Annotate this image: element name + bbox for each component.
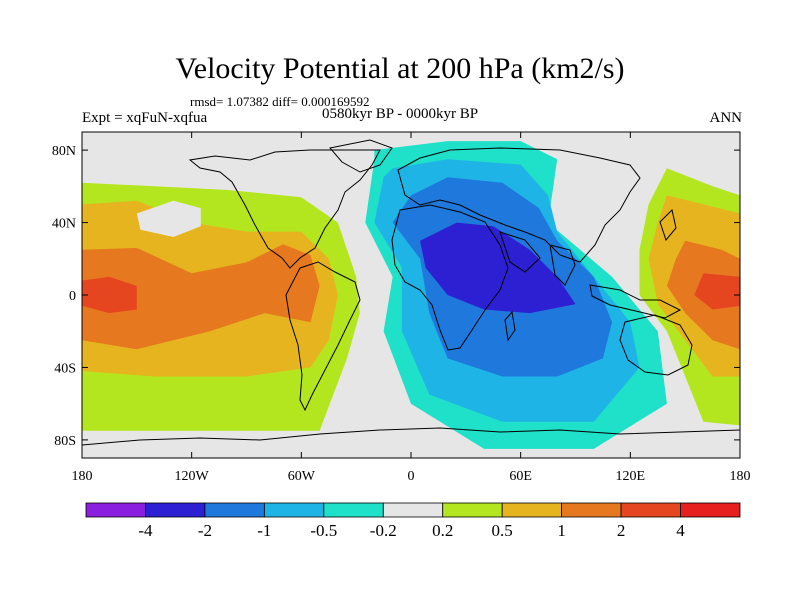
region-africa-band--2	[420, 222, 576, 314]
colorbar-label: -0.2	[370, 521, 397, 540]
region-west-pacific-band-4	[694, 273, 740, 310]
colorbar-swatch	[382, 502, 444, 518]
colorbar-label: 0.2	[432, 521, 453, 540]
region-pacific-band-4	[82, 276, 137, 314]
lon-tick-label: 180	[72, 469, 93, 484]
colorbar-swatch	[442, 502, 503, 518]
lat-tick-label: 40S	[54, 361, 76, 376]
lon-tick-label: 0	[408, 469, 415, 484]
period-label: 0580kyr BP - 0000kyr BP	[322, 106, 479, 122]
region-pacific-band-2	[82, 244, 320, 350]
colorbar-swatch	[620, 502, 681, 518]
lon-tick-label: 120E	[616, 469, 646, 484]
lon-tick-label: 60W	[288, 469, 316, 484]
colorbar-label: 1	[557, 521, 566, 540]
lon-tick-label: 180	[730, 469, 751, 484]
colorbar-swatch	[561, 502, 622, 518]
stats-line: rmsd= 1.07382 diff= 0.000169592	[190, 94, 370, 109]
colorbar-swatch	[145, 502, 206, 518]
colorbar-label: 0.5	[492, 521, 513, 540]
lat-tick-label: 80S	[54, 434, 76, 449]
colorbar-swatch	[263, 502, 325, 518]
region-north-pacific-hole	[136, 200, 201, 237]
page-title: Velocity Potential at 200 hPa (km2/s)	[175, 52, 625, 85]
colorbar-swatch	[680, 502, 741, 518]
lat-tick-label: 0	[69, 289, 76, 304]
colorbar-label: -1	[257, 521, 271, 540]
colorbar-label: 2	[617, 521, 626, 540]
season-label: ANN	[709, 110, 743, 126]
colorbar-label: -2	[198, 521, 212, 540]
lon-tick-label: 120W	[175, 469, 210, 484]
lat-tick-label: 40N	[52, 217, 76, 232]
colorbar-swatch	[204, 502, 265, 518]
colorbar-swatch	[323, 502, 384, 518]
colorbar-label: 4	[676, 521, 685, 540]
lat-tick-label: 80N	[52, 144, 76, 159]
experiment-label: Expt = xqFuN-xqfua	[82, 110, 208, 126]
lon-tick-label: 60E	[509, 469, 532, 484]
colorbar-label: -0.5	[310, 521, 337, 540]
colorbar-label: -4	[138, 521, 153, 540]
coastlines	[82, 139, 740, 446]
colorbar-swatch	[501, 502, 563, 518]
colorbar-swatch	[85, 502, 146, 518]
